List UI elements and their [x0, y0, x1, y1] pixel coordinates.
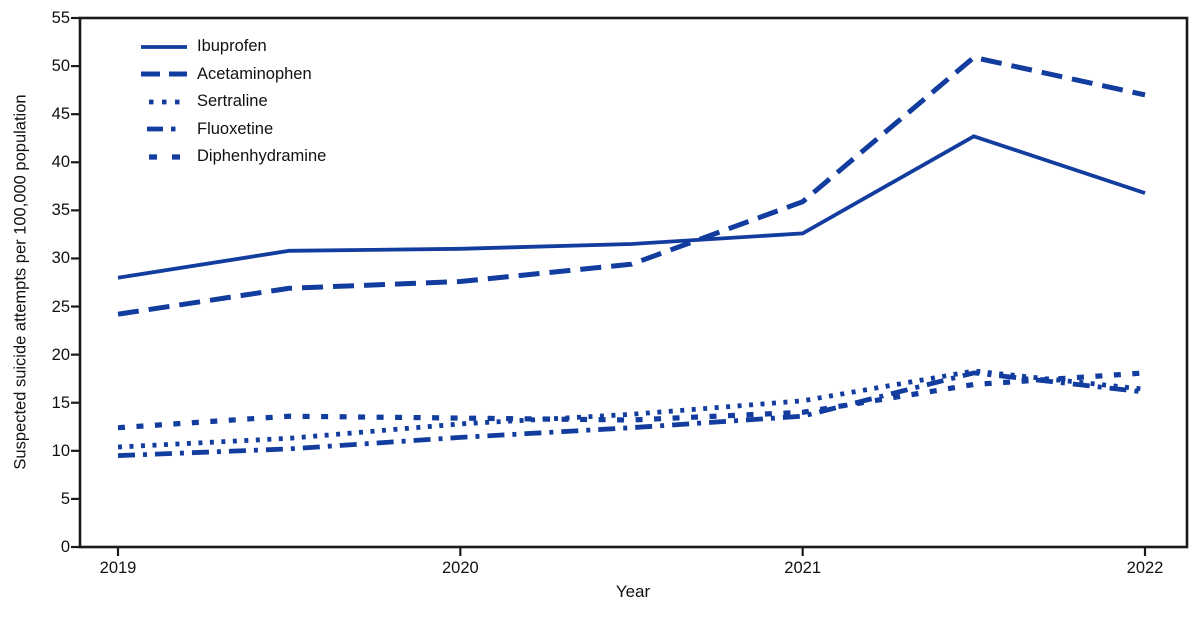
- series-line-ibuprofen: [117, 134, 1146, 280]
- series-line-acetaminophen: [117, 54, 1146, 317]
- legend-item-ibuprofen: Ibuprofen: [141, 33, 326, 61]
- y-tick-label: 35: [51, 201, 70, 220]
- legend-line-sample-acetaminophen: [141, 71, 187, 77]
- series-line-fluoxetine: [117, 370, 1146, 458]
- y-tick-label: 0: [60, 537, 70, 556]
- y-tick-label: 45: [51, 104, 70, 123]
- legend: Ibuprofen Acetaminophen Sertraline Fluox…: [141, 33, 326, 171]
- legend-line-sample-diphenhydramine: [149, 154, 183, 160]
- legend-item-acetaminophen: Acetaminophen: [141, 61, 326, 89]
- legend-line-sample-ibuprofen: [141, 44, 187, 49]
- legend-label-acetaminophen: Acetaminophen: [197, 64, 312, 83]
- y-tick-label: 20: [51, 345, 70, 364]
- y-tick-label: 25: [51, 297, 70, 316]
- y-tick-label: 50: [51, 56, 70, 75]
- plot-frame: [78, 16, 1189, 549]
- y-tick-label: 30: [51, 249, 70, 268]
- y-tick-label: 55: [51, 8, 70, 27]
- x-tick-label: 2019: [99, 559, 137, 577]
- legend-label-ibuprofen: Ibuprofen: [197, 37, 267, 56]
- y-axis-title: Suspected suicide attempts per 100,000 p…: [11, 94, 30, 470]
- legend-line-sample-sertraline: [149, 99, 183, 105]
- legend-label-sertraline: Sertraline: [197, 92, 268, 111]
- y-tick-label: 15: [51, 393, 70, 412]
- x-tick-label: 2020: [441, 559, 479, 577]
- x-tick-label: 2021: [784, 559, 822, 577]
- y-tick-label: 40: [51, 153, 70, 172]
- y-tick-label: 10: [51, 441, 70, 460]
- legend-label-diphenhydramine: Diphenhydramine: [197, 147, 327, 166]
- series-line-diphenhydramine: [117, 370, 1146, 431]
- x-tick-label: 2022: [1126, 559, 1164, 577]
- legend-item-fluoxetine: Fluoxetine: [141, 116, 326, 144]
- legend-item-diphenhydramine: Diphenhydramine: [141, 143, 326, 171]
- legend-label-fluoxetine: Fluoxetine: [197, 119, 274, 138]
- y-tick-label: 5: [60, 489, 70, 508]
- x-axis-title: Year: [615, 582, 651, 601]
- legend-item-sertraline: Sertraline: [141, 88, 326, 116]
- legend-line-sample-fluoxetine: [147, 126, 183, 132]
